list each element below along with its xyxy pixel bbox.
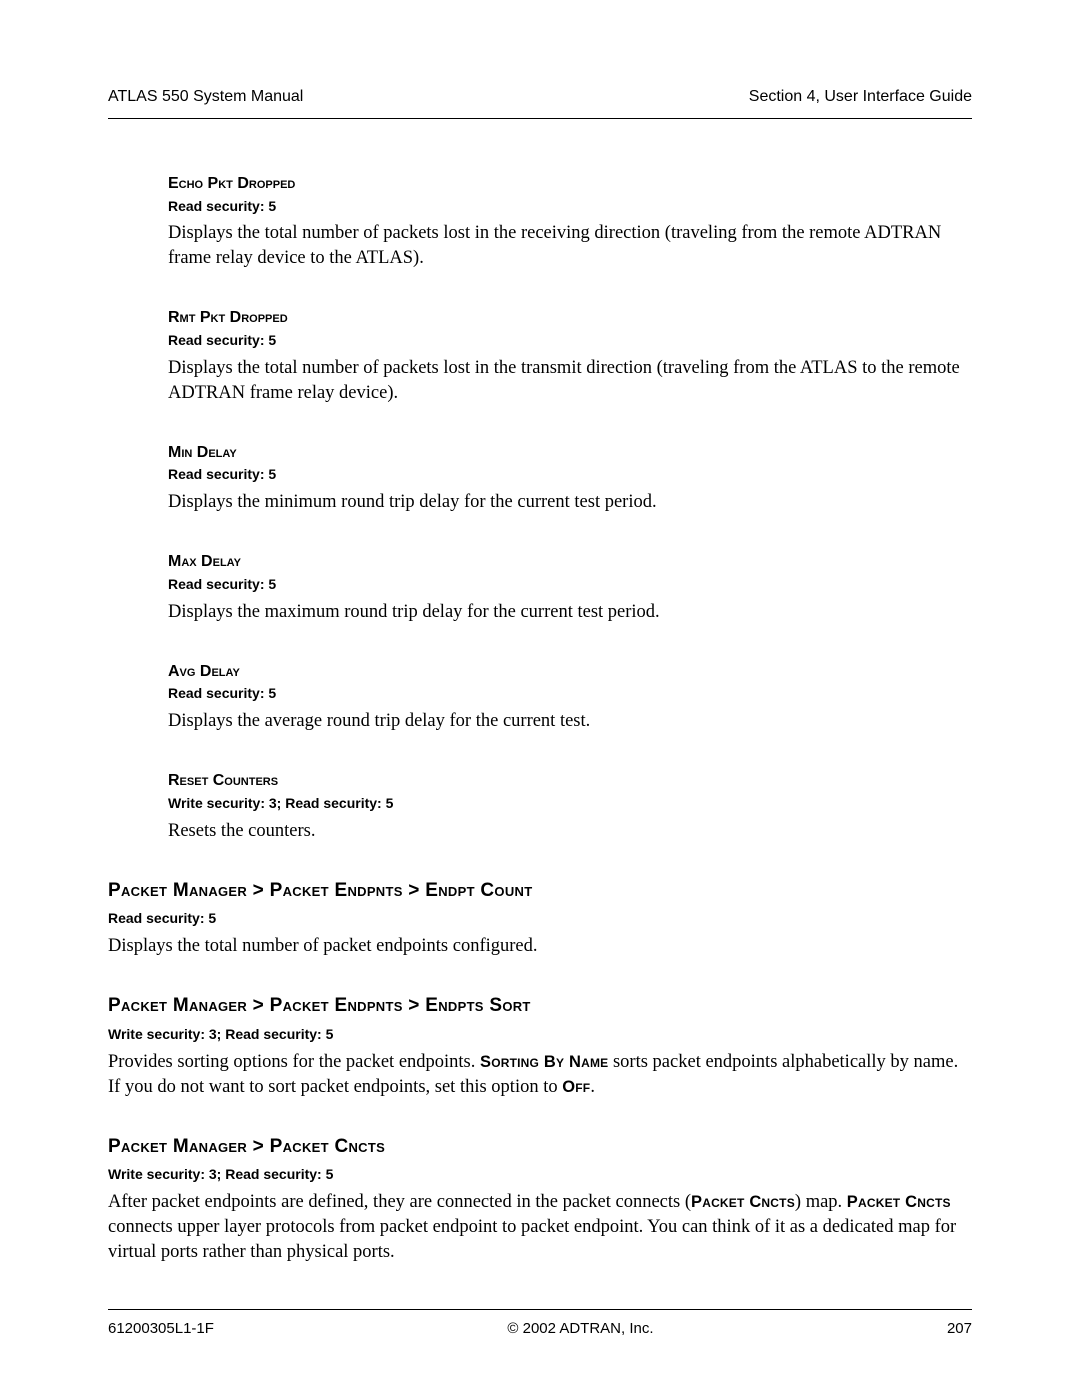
entry-body: Displays the minimum round trip delay fo… xyxy=(168,490,972,515)
header-left: ATLAS 550 System Manual xyxy=(108,88,303,106)
body-text: . xyxy=(590,1077,595,1097)
entry-title: Avg Delay xyxy=(168,661,972,683)
section-sub: Write security: 3; Read security: 5 xyxy=(108,1025,972,1044)
section-heading: Packet Manager > Packet Endpnts > Endpt … xyxy=(108,878,972,904)
entry-body: Displays the total number of packets los… xyxy=(168,221,972,271)
entry-title: Reset Counters xyxy=(168,770,972,792)
section-body: Displays the total number of packet endp… xyxy=(108,934,972,959)
entry-sub: Read security: 5 xyxy=(168,331,972,350)
page-content: Echo Pkt Dropped Read security: 5 Displa… xyxy=(108,173,972,1265)
body-smallcaps: Packet Cncts xyxy=(691,1193,795,1211)
entry-sub: Read security: 5 xyxy=(168,575,972,594)
header-right: Section 4, User Interface Guide xyxy=(749,88,972,106)
entry-body: Displays the total number of packets los… xyxy=(168,356,972,406)
body-text: Displays the total number of packet endp… xyxy=(108,936,538,956)
entry-title: Min Delay xyxy=(168,442,972,464)
entry-title: Max Delay xyxy=(168,551,972,573)
section-sub: Read security: 5 xyxy=(108,909,972,928)
section-body: Provides sorting options for the packet … xyxy=(108,1050,972,1100)
entry-sub: Read security: 5 xyxy=(168,197,972,216)
body-smallcaps: Packet Cncts xyxy=(847,1193,951,1211)
footer-right: 207 xyxy=(947,1320,972,1337)
section-sub: Write security: 3; Read security: 5 xyxy=(108,1165,972,1184)
entry-body: Resets the counters. xyxy=(168,819,972,844)
entry-title: Rmt Pkt Dropped xyxy=(168,307,972,329)
entry-sub: Write security: 3; Read security: 5 xyxy=(168,794,972,813)
page-header: ATLAS 550 System Manual Section 4, User … xyxy=(108,88,972,119)
footer-left: 61200305L1-1F xyxy=(108,1320,214,1337)
footer-center: © 2002 ADTRAN, Inc. xyxy=(507,1320,653,1337)
body-text: connects upper layer protocols from pack… xyxy=(108,1217,956,1262)
section-body: After packet endpoints are defined, they… xyxy=(108,1190,972,1265)
entry-sub: Read security: 5 xyxy=(168,684,972,703)
entry-title: Echo Pkt Dropped xyxy=(168,173,972,195)
body-text: Provides sorting options for the packet … xyxy=(108,1052,480,1072)
entry-sub: Read security: 5 xyxy=(168,465,972,484)
entry-body: Displays the maximum round trip delay fo… xyxy=(168,600,972,625)
entry-body: Displays the average round trip delay fo… xyxy=(168,709,972,734)
body-smallcaps: Sorting By Name xyxy=(480,1053,608,1071)
page-footer: 61200305L1-1F © 2002 ADTRAN, Inc. 207 xyxy=(108,1309,972,1337)
body-smallcaps: Off xyxy=(562,1078,590,1096)
body-text: ) map. xyxy=(795,1192,847,1212)
section-heading: Packet Manager > Packet Endpnts > Endpts… xyxy=(108,993,972,1019)
section-heading: Packet Manager > Packet Cncts xyxy=(108,1134,972,1160)
body-text: After packet endpoints are defined, they… xyxy=(108,1192,691,1212)
